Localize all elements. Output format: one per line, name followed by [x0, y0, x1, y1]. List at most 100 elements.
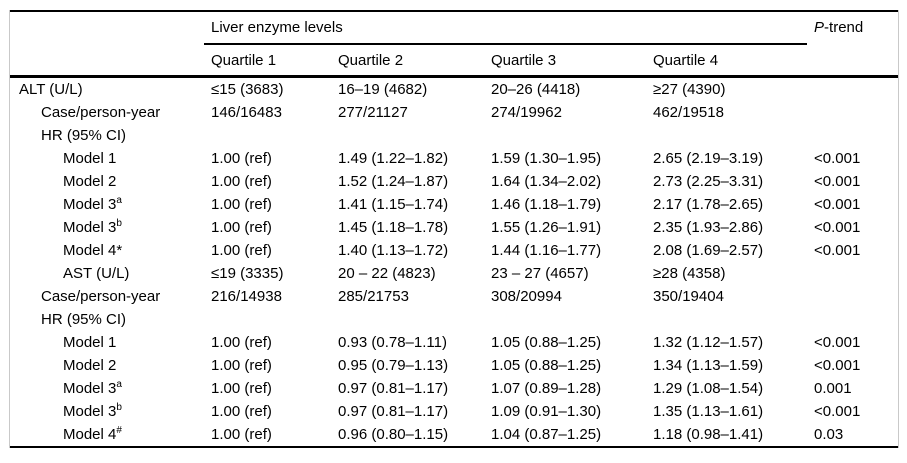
- column-header-quartile-3: Quartile 3: [491, 51, 557, 69]
- table-row: Case/person-year 146/16483 277/21127 274/19…: [10, 101, 898, 124]
- row-label-superscript: b: [116, 402, 122, 413]
- row-label-text: Model 1: [63, 334, 117, 351]
- cell-q1: 1.00 (ref): [211, 380, 272, 397]
- table-row: Model 3a 1.00 (ref) 1.41 (1.15–1.74) 1.46 (…: [10, 193, 898, 216]
- spanner-header-label: Liver enzyme levels: [211, 19, 343, 36]
- cell-q4: 1.34 (1.13–1.59): [653, 357, 764, 374]
- cell-p-trend: <0.001: [814, 173, 861, 190]
- row-label: Model 2: [10, 354, 204, 377]
- cell-q3: [484, 124, 646, 147]
- row-label-text: HR (95% CI): [41, 311, 127, 328]
- cell-q2: 0.93 (0.78–1.11): [338, 334, 447, 351]
- table-row: Model 4# 1.00 (ref) 0.96 (0.80–1.15) 1.04 (…: [10, 423, 898, 447]
- cell-q4: ≥28 (4358): [653, 265, 726, 282]
- row-label-superscript: a: [116, 379, 122, 390]
- row-label-text: HR (95% CI): [41, 127, 127, 144]
- empty-header-cell: [10, 44, 204, 77]
- row-label: Case/person-year: [10, 101, 204, 124]
- p-trend-italic-part: P: [814, 19, 825, 36]
- row-label-text: Model 2: [63, 173, 117, 190]
- column-header-p-trend: P-trend: [807, 11, 898, 77]
- cell-q4: [646, 308, 807, 331]
- cell-p-trend: [807, 101, 898, 124]
- row-label-text: Model 3: [63, 380, 117, 397]
- table-row: Model 3b 1.00 (ref) 1.45 (1.18–1.78) 1.55 (…: [10, 216, 898, 239]
- cell-q3: 1.44 (1.16–1.77): [491, 242, 602, 259]
- row-label-text: Case/person-year: [41, 288, 161, 305]
- cell-q2: 0.95 (0.79–1.13): [338, 357, 449, 374]
- cell-q4: [646, 124, 807, 147]
- row-label: Model 4*: [10, 239, 204, 262]
- cell-q1: 1.00 (ref): [211, 173, 272, 190]
- cell-q1: ≤15 (3683): [204, 75, 331, 101]
- cell-q3: 1.04 (0.87–1.25): [491, 426, 602, 443]
- liver-enzyme-table: Liver enzyme levels P-trend Quartile 1 Q…: [10, 10, 899, 448]
- cell-q4: 2.73 (2.25–3.31): [653, 173, 764, 190]
- cell-q3: 1.09 (0.91–1.30): [491, 403, 602, 420]
- table-row: Model 2 1.00 (ref) 1.52 (1.24–1.87) 1.64 (1…: [10, 170, 898, 193]
- row-label: Model 1: [10, 331, 204, 354]
- cell-q3: 23 – 27 (4657): [491, 265, 589, 282]
- row-label: HR (95% CI): [10, 308, 204, 331]
- row-label: ALT (U/L): [10, 75, 204, 101]
- cell-q1: 1.00 (ref): [211, 150, 272, 167]
- table-row: Model 3a 1.00 (ref) 0.97 (0.81–1.17) 1.07 (…: [10, 377, 898, 400]
- row-label-text: ALT (U/L): [19, 81, 83, 98]
- cell-q2: 277/21127: [338, 104, 408, 121]
- column-header-quartile-4: Quartile 4: [653, 51, 719, 69]
- column-header-quartile-2: Quartile 2: [338, 51, 404, 69]
- row-label: Model 3a: [10, 377, 204, 400]
- cell-q3: 1.07 (0.89–1.28): [491, 380, 602, 397]
- table-row: Model 1 1.00 (ref) 0.93 (0.78–1.11) 1.05 (0…: [10, 331, 898, 354]
- cell-q2: 1.45 (1.18–1.78): [338, 219, 449, 236]
- cell-q4: 2.08 (1.69–2.57): [653, 242, 764, 259]
- spanner-header-row: Liver enzyme levels P-trend: [10, 11, 898, 45]
- cell-q1: 216/14938: [211, 288, 282, 305]
- table-row: AST (U/L) ≤19 (3335) 20 – 22 (4823) 23 – 27…: [10, 262, 898, 285]
- cell-p-trend: <0.001: [814, 196, 861, 213]
- cell-p-trend: <0.001: [814, 242, 861, 259]
- cell-q2: 0.96 (0.80–1.15): [338, 426, 449, 443]
- cell-q2: 0.97 (0.81–1.17): [338, 380, 449, 397]
- table-row: Model 3b 1.00 (ref) 0.97 (0.81–1.17) 1.09 (…: [10, 400, 898, 423]
- cell-p-trend: <0.001: [814, 219, 861, 236]
- cell-q1: ≤19 (3335): [211, 265, 284, 282]
- cell-q3: 20–26 (4418): [484, 75, 646, 101]
- row-label-text: Model 4: [63, 426, 117, 443]
- row-label-superscript: a: [116, 195, 122, 206]
- row-label: Model 1: [10, 147, 204, 170]
- cell-q4: 1.18 (0.98–1.41): [653, 426, 764, 443]
- cell-q3: 1.05 (0.88–1.25): [491, 357, 602, 374]
- cell-q4: 1.32 (1.12–1.57): [653, 334, 764, 351]
- spanner-header-liver-enzyme-levels: Liver enzyme levels: [204, 11, 808, 45]
- row-label: Model 3b: [10, 400, 204, 423]
- cell-q4: 462/19518: [653, 104, 724, 121]
- cell-q1: 1.00 (ref): [211, 403, 272, 420]
- cell-q1: [204, 124, 331, 147]
- row-label: Case/person-year: [10, 285, 204, 308]
- row-label: Model 3b: [10, 216, 204, 239]
- row-label: Model 3a: [10, 193, 204, 216]
- row-label: Model 2: [10, 170, 204, 193]
- cell-p-trend: <0.001: [814, 150, 861, 167]
- cell-q2: 1.40 (1.13–1.72): [338, 242, 449, 259]
- cell-p-trend: [807, 124, 898, 147]
- cell-p-trend: <0.001: [814, 403, 861, 420]
- cell-q2: 285/21753: [338, 288, 409, 305]
- cell-p-trend: 0.001: [814, 380, 852, 397]
- table-body: ALT (U/L) ≤15 (3683) 16–19 (4682) 20–26 (44…: [10, 75, 899, 448]
- table-row: Model 4* 1.00 (ref) 1.40 (1.13–1.72) 1.44 (…: [10, 239, 898, 262]
- row-label-text: Model 2: [63, 357, 117, 374]
- table-row: HR (95% CI): [10, 124, 898, 147]
- cell-q2: [331, 308, 484, 331]
- cell-q2: [331, 124, 484, 147]
- table-row: Case/person-year 216/14938 285/21753 308/20…: [10, 285, 898, 308]
- cell-q1: 1.00 (ref): [211, 357, 272, 374]
- cell-q3: 1.59 (1.30–1.95): [491, 150, 602, 167]
- table-row: HR (95% CI): [10, 308, 898, 331]
- cell-q1: [204, 308, 331, 331]
- cell-q3: 274/19962: [491, 104, 562, 121]
- cell-q1: 1.00 (ref): [211, 426, 272, 443]
- cell-q2: 1.49 (1.22–1.82): [338, 150, 449, 167]
- row-label-text: Model 3: [63, 196, 117, 213]
